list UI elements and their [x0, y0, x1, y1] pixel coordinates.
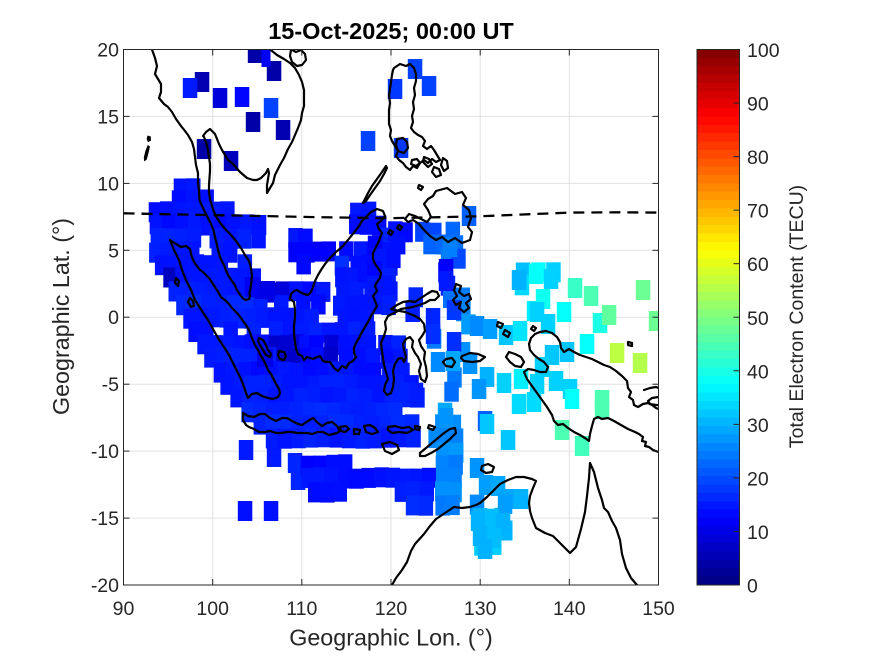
svg-text:10: 10: [747, 522, 769, 544]
svg-text:90: 90: [113, 598, 135, 620]
svg-text:150: 150: [642, 598, 675, 620]
svg-text:0: 0: [108, 307, 119, 329]
svg-text:15-Oct-2025; 00:00 UT: 15-Oct-2025; 00:00 UT: [268, 18, 514, 44]
svg-text:50: 50: [747, 308, 769, 330]
svg-text:-10: -10: [91, 441, 119, 463]
svg-text:20: 20: [747, 468, 769, 490]
svg-text:40: 40: [747, 361, 769, 383]
svg-text:60: 60: [747, 254, 769, 276]
svg-text:100: 100: [747, 40, 780, 62]
svg-text:120: 120: [375, 598, 408, 620]
svg-text:-20: -20: [91, 575, 119, 597]
svg-text:-15: -15: [91, 508, 119, 530]
svg-text:0: 0: [747, 576, 758, 598]
svg-text:110: 110: [286, 598, 317, 620]
svg-text:Total Electron Content (TECU): Total Electron Content (TECU): [786, 185, 808, 448]
svg-text:80: 80: [747, 147, 769, 169]
svg-text:100: 100: [196, 598, 229, 620]
svg-text:Geographic Lat. (°): Geographic Lat. (°): [48, 218, 74, 415]
svg-text:-5: -5: [102, 374, 119, 396]
svg-text:140: 140: [553, 598, 586, 620]
svg-text:30: 30: [747, 415, 769, 437]
svg-text:70: 70: [747, 201, 769, 223]
svg-text:90: 90: [747, 94, 769, 116]
svg-text:15: 15: [97, 106, 119, 128]
svg-text:Geographic Lon. (°): Geographic Lon. (°): [289, 625, 493, 651]
svg-text:20: 20: [97, 40, 119, 62]
svg-text:130: 130: [464, 598, 497, 620]
svg-text:10: 10: [97, 173, 119, 195]
svg-text:5: 5: [108, 240, 119, 262]
